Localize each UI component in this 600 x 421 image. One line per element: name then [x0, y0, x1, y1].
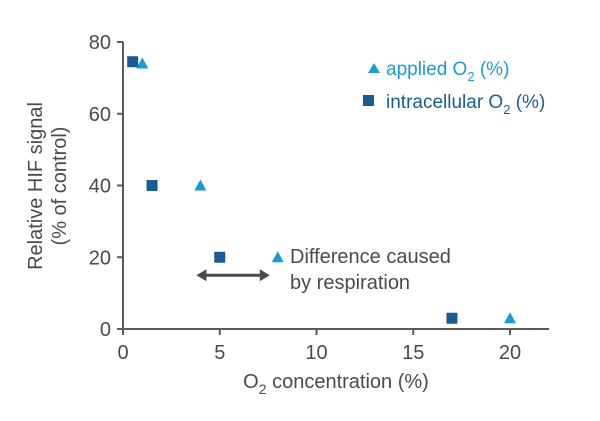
legend-triangle-icon: [368, 63, 380, 73]
x-ticks: 0 5 10 15 20: [117, 329, 521, 364]
y-ticks: 0 20 40 60 80: [89, 32, 123, 341]
data-points: [127, 56, 516, 324]
legend-item-intracellular: intracellular O2 (%): [363, 92, 545, 117]
y-axis-label-line2: (% of control): [49, 127, 71, 246]
y-tick-label: 40: [89, 176, 111, 198]
y-tick-label: 0: [100, 319, 111, 341]
x-axis-label: O2 concentration (%): [243, 371, 429, 397]
arrow-head-left: [196, 269, 207, 282]
double-arrow-icon: [196, 269, 270, 282]
x-tick-label: 5: [214, 342, 225, 364]
legend-label-applied: applied O2 (%): [386, 59, 509, 84]
y-axis-label-line1: Relative HIF signal: [25, 102, 47, 270]
triangle-point: [504, 312, 516, 324]
y-tick-label: 60: [89, 104, 111, 126]
x-tick-label: 20: [499, 342, 521, 364]
annotation-line2: by respiration: [290, 272, 410, 294]
square-point: [127, 56, 139, 68]
legend-square-icon: [363, 95, 374, 106]
arrow-head-right: [259, 269, 270, 282]
annotation: Difference caused by respiration: [196, 246, 451, 294]
square-point: [446, 312, 458, 324]
triangle-point: [194, 179, 207, 191]
y-tick-label: 20: [89, 247, 111, 269]
triangle-point: [271, 251, 284, 263]
square-point: [214, 251, 226, 263]
y-axis-label: Relative HIF signal (% of control): [25, 102, 71, 270]
y-tick-label: 80: [89, 32, 111, 54]
legend-label-intracellular: intracellular O2 (%): [386, 92, 545, 117]
annotation-line1: Difference caused: [290, 246, 451, 268]
legend-item-applied: applied O2 (%): [368, 59, 509, 84]
legend: applied O2 (%) intracellular O2 (%): [363, 59, 545, 117]
triangle-point: [136, 57, 149, 69]
x-tick-label: 10: [305, 342, 327, 364]
x-tick-label: 0: [117, 342, 128, 364]
x-tick-label: 15: [402, 342, 424, 364]
square-point: [146, 180, 158, 191]
